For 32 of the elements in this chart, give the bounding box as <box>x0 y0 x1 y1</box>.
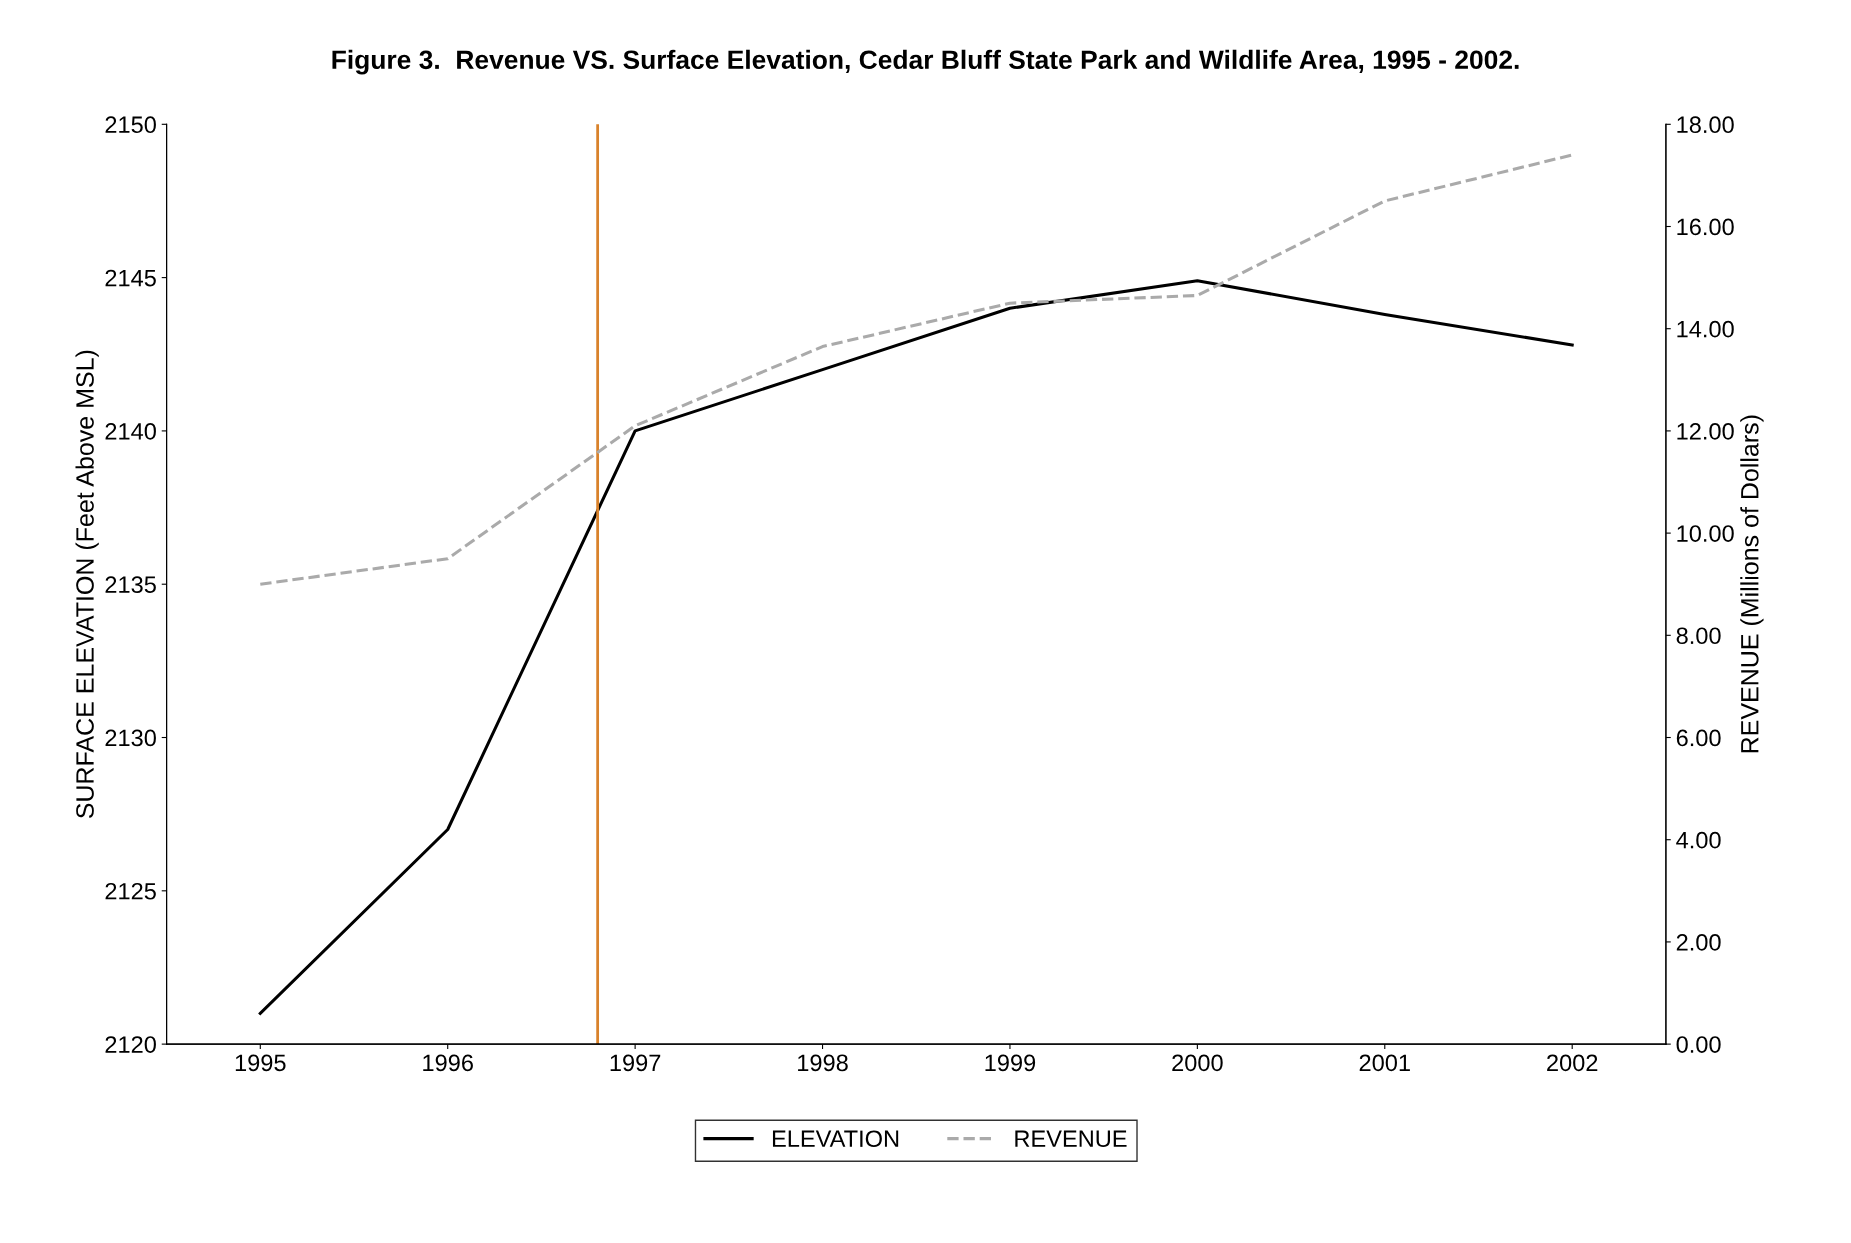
y2-tick-label: 4.00 <box>1676 831 1721 849</box>
y2-tick-label: 14.00 <box>1677 320 1734 338</box>
y2-tick-label: 10.00 <box>1677 525 1734 542</box>
y2-tick-label: 18.00 <box>1677 116 1734 134</box>
legend-label: REVENUE <box>1015 1130 1127 1148</box>
legend-label: ELEVATION <box>772 1130 899 1148</box>
x-tick-label: 1999 <box>985 1054 1036 1072</box>
y2-tick-label: 6.00 <box>1676 729 1721 747</box>
x-tick-label: 2000 <box>1172 1054 1223 1072</box>
y2-tick-label: 16.00 <box>1677 218 1734 236</box>
x-tick-label: 2002 <box>1547 1054 1598 1072</box>
y-tick-label: 2145 <box>105 269 156 287</box>
y-tick-label: 2125 <box>105 882 156 900</box>
y-tick-label: 2140 <box>105 422 156 440</box>
x-tick-label: 1995 <box>235 1054 286 1072</box>
y2-tick-label: 12.00 <box>1677 422 1734 440</box>
y2-tick-label: 8.00 <box>1676 627 1721 645</box>
y-tick-label: 2150 <box>105 116 156 134</box>
y-tick-label: 2135 <box>105 576 156 593</box>
x-tick-label: 1997 <box>610 1054 661 1072</box>
y-tick-label: 2130 <box>105 729 156 747</box>
y2-tick-label: 0.00 <box>1676 1036 1721 1053</box>
x-tick-label: 2001 <box>1359 1054 1410 1072</box>
x-tick-label: 1996 <box>423 1054 473 1072</box>
y-axis-title: SURFACE ELEVATION (Feet Above MSL) <box>75 350 99 819</box>
y-tick-label: 2120 <box>105 1036 156 1053</box>
chart-title: Figure 3. Revenue VS. Surface Elevation, Cedar Bluff State Park and Wildlife Area, 1995 - 2002. <box>332 49 1519 75</box>
line-series <box>258 153 1574 586</box>
y2-tick-label: 2.00 <box>1676 933 1721 951</box>
y2-axis-title: REVENUE (Millions of Dollars) <box>1740 415 1764 753</box>
x-tick-label: 1998 <box>798 1054 848 1072</box>
line-series <box>258 279 1574 1015</box>
